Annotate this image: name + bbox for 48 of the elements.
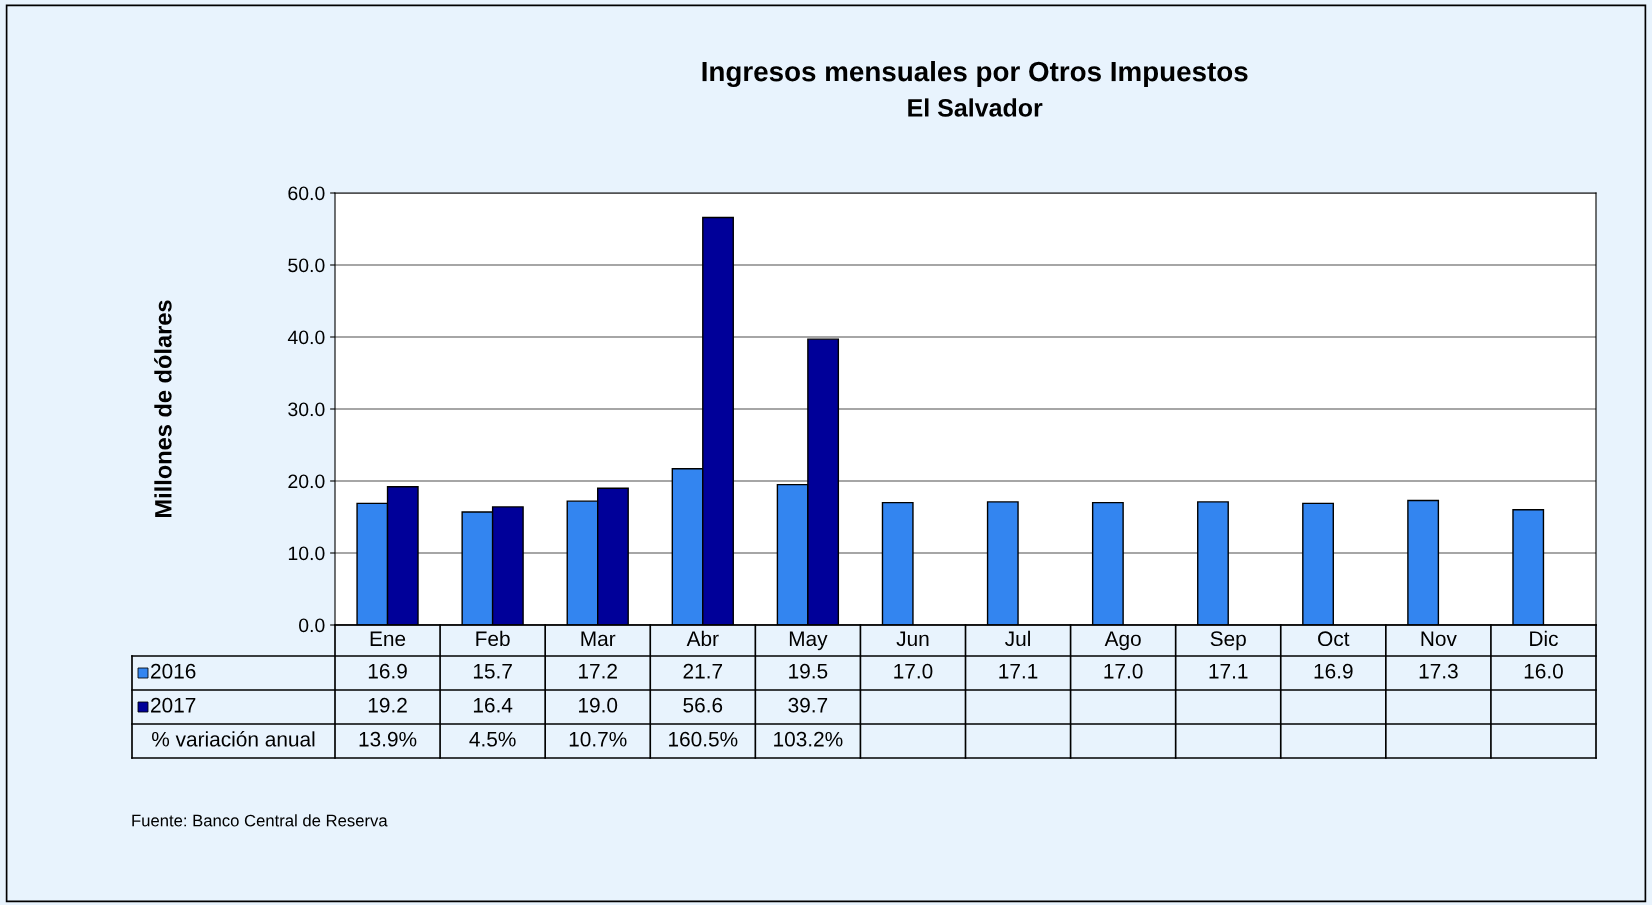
x-tick-label: Nov: [1421, 631, 1457, 647]
x-tick-label: Jun: [896, 631, 929, 647]
y-axis-title: Millones de dólares: [154, 300, 172, 517]
data-label: 17.0: [894, 663, 933, 679]
x-tick-label: Jul: [1005, 630, 1030, 647]
x-tick-label: Ago: [1104, 631, 1141, 651]
legend-label: 2017: [151, 697, 196, 713]
data-label: 16.9: [368, 663, 407, 679]
data-label: 16.9: [1314, 663, 1353, 679]
x-tick-label: Feb: [476, 630, 510, 647]
data-label: 15.7: [473, 664, 512, 679]
text: 13.9%: [359, 731, 417, 747]
y-tick-label: 50.0: [288, 258, 325, 273]
data-label: 17.1: [999, 664, 1038, 679]
data-label: 21.7: [683, 663, 723, 679]
data-label: 19.5: [789, 663, 828, 679]
text: 4.5%: [469, 731, 516, 747]
legend-label: 2016: [151, 663, 196, 679]
text: 103.2%: [774, 731, 843, 747]
text: 160.5%: [669, 731, 738, 747]
chart-subtitle: El Salvador: [908, 98, 1043, 117]
x-tick-label: Ene: [370, 631, 406, 647]
x-tick-label: Oct: [1318, 631, 1350, 647]
data-label: 17.1: [1209, 664, 1248, 679]
text: 10.7%: [569, 731, 627, 747]
x-tick-label: Mar: [581, 631, 616, 647]
data-label: 17.0: [1104, 663, 1143, 679]
y-tick-label: 10.0: [288, 546, 325, 561]
x-tick-label: May: [789, 631, 828, 651]
x-tick-label: Dic: [1530, 630, 1558, 647]
data-label: 56.6: [683, 697, 723, 713]
data-label: 19.2: [368, 697, 407, 713]
y-tick-label: 30.0: [288, 402, 325, 417]
source-note: Fuente: Banco Central de Reserva: [132, 814, 388, 827]
y-tick-label: 0.0: [299, 618, 325, 633]
y-tick-label: 40.0: [287, 330, 325, 345]
x-tick-label: Abr: [686, 630, 719, 647]
data-label: 19.0: [579, 697, 618, 713]
data-label: 16.4: [473, 697, 513, 713]
data-label: 17.3: [1419, 663, 1458, 679]
chart-title: Ingresos mensuales por Otros Impuestos: [702, 60, 1248, 88]
y-tick-label: 20.0: [288, 474, 325, 489]
text: % variación anual: [152, 731, 315, 747]
y-tick-label: 60.0: [288, 186, 325, 201]
data-label: 16.0: [1524, 663, 1563, 679]
x-tick-label: Sep: [1210, 631, 1246, 651]
data-label: 17.2: [579, 663, 617, 679]
data-label: 39.7: [788, 697, 828, 713]
